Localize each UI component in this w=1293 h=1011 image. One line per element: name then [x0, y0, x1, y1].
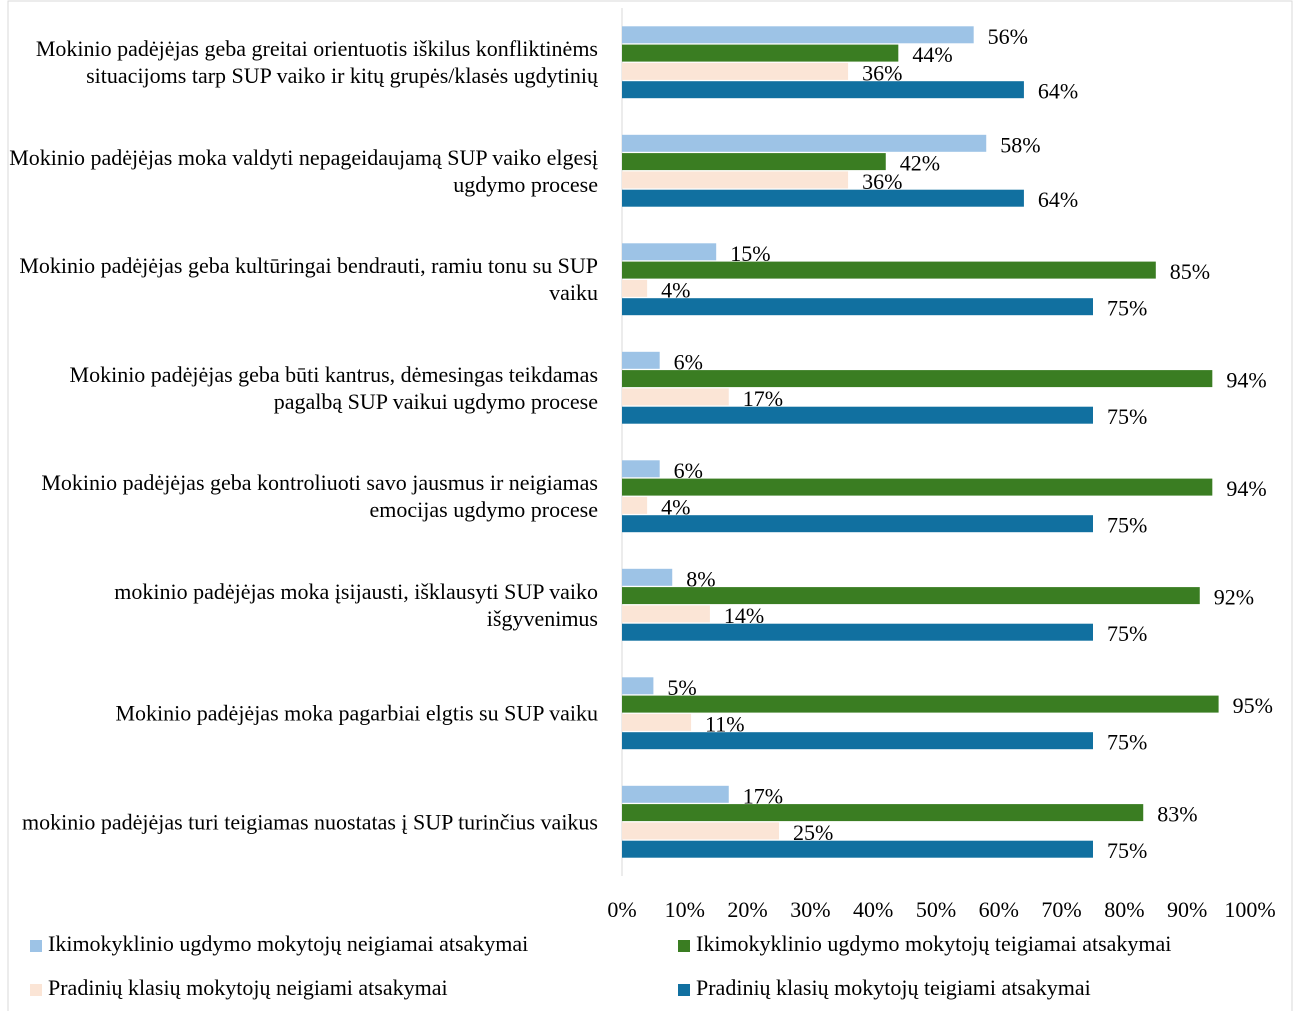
bar	[622, 713, 692, 731]
chart-border	[7, 0, 1293, 1011]
legend-swatch	[678, 984, 690, 996]
x-tick-label: 20%	[727, 897, 767, 922]
x-tick-label: 40%	[853, 897, 893, 922]
bar	[622, 171, 849, 189]
bar	[622, 587, 1200, 605]
bar	[622, 677, 654, 695]
legend-label: Ikimokyklinio ugdymo mokytojų teigiamai …	[696, 931, 1171, 956]
x-tick-label: 30%	[790, 897, 830, 922]
bar	[622, 26, 974, 44]
bar	[622, 496, 648, 514]
value-label: 64%	[1038, 79, 1078, 104]
x-tick-label: 90%	[1167, 897, 1207, 922]
bar	[622, 406, 1093, 424]
value-label: 95%	[1233, 693, 1273, 718]
bar	[622, 153, 886, 171]
value-label: 94%	[1226, 368, 1266, 393]
bar	[622, 243, 717, 261]
x-tick-label: 80%	[1104, 897, 1144, 922]
bar	[622, 695, 1219, 713]
bar	[622, 785, 729, 803]
x-tick-label: 10%	[665, 897, 705, 922]
legend-swatch	[30, 940, 42, 952]
bar	[622, 351, 660, 369]
value-label: 64%	[1038, 187, 1078, 212]
value-label: 75%	[1107, 621, 1147, 646]
value-label: 92%	[1214, 585, 1254, 610]
category-label: Mokinio padėjėjas geba būti kantrus, dėm…	[69, 361, 598, 414]
bar	[622, 804, 1144, 822]
value-label: 44%	[912, 42, 952, 67]
x-tick-label: 60%	[979, 897, 1019, 922]
legend-label: Pradinių klasių mokytojų neigiami atsaky…	[48, 975, 448, 1000]
legend-swatch	[678, 940, 690, 952]
bar	[622, 189, 1024, 207]
bar	[622, 605, 710, 623]
value-label: 75%	[1107, 838, 1147, 863]
bar	[622, 298, 1093, 316]
value-label: 75%	[1107, 513, 1147, 538]
bar	[622, 134, 987, 152]
category-label: mokinio padėjėjas moka įsijausti, išklau…	[114, 578, 598, 631]
bar	[622, 460, 660, 478]
x-tick-label: 70%	[1041, 897, 1081, 922]
x-tick-label: 0%	[607, 897, 636, 922]
value-label: 75%	[1107, 730, 1147, 755]
legend-label: Ikimokyklinio ugdymo mokytojų neigiamai …	[48, 931, 528, 956]
bar	[622, 44, 899, 62]
value-label: 85%	[1170, 259, 1210, 284]
bar	[622, 732, 1093, 750]
value-label: 83%	[1157, 802, 1197, 827]
bar	[622, 568, 673, 586]
bar	[622, 478, 1213, 496]
value-label: 56%	[988, 24, 1028, 49]
bar	[622, 822, 779, 840]
value-label: 75%	[1107, 296, 1147, 321]
value-label: 42%	[900, 151, 940, 176]
category-label: Mokinio padėjėjas geba kultūringai bendr…	[19, 253, 598, 306]
bar	[622, 515, 1093, 533]
category-label: Mokinio padėjėjas geba greitai orientuot…	[35, 36, 598, 89]
value-label: 94%	[1226, 476, 1266, 501]
category-label: Mokinio padėjėjas geba kontroliuoti savo…	[41, 470, 598, 523]
bar	[622, 388, 729, 406]
x-tick-label: 100%	[1224, 897, 1275, 922]
bar	[622, 81, 1024, 99]
bar	[622, 279, 648, 297]
bar	[622, 623, 1093, 641]
value-label: 58%	[1000, 132, 1040, 157]
category-label: Mokinio padėjėjas moka pagarbiai elgtis …	[115, 700, 599, 726]
legend-label: Pradinių klasių mokytojų teigiami atsaky…	[696, 975, 1091, 1000]
bar	[622, 62, 849, 80]
x-tick-label: 50%	[916, 897, 956, 922]
category-label: Mokinio padėjėjas moka valdyti nepageida…	[9, 144, 598, 197]
legend-swatch	[30, 984, 42, 996]
bar	[622, 261, 1156, 279]
bar	[622, 370, 1213, 388]
category-label: mokinio padėjėjas turi teigiamas nuostat…	[22, 809, 598, 835]
value-label: 75%	[1107, 404, 1147, 429]
bar	[622, 840, 1093, 858]
